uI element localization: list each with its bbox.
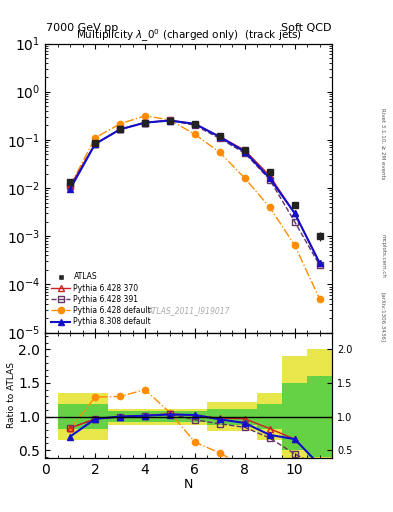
Text: 7000 GeV pp: 7000 GeV pp (46, 23, 118, 33)
Text: ATLAS_2011_I919017: ATLAS_2011_I919017 (147, 306, 230, 315)
Text: Soft QCD: Soft QCD (281, 23, 331, 33)
X-axis label: N: N (184, 479, 193, 492)
Text: mcplots.cern.ch: mcplots.cern.ch (381, 234, 386, 278)
Legend: ATLAS, Pythia 6.428 370, Pythia 6.428 391, Pythia 6.428 default, Pythia 8.308 de: ATLAS, Pythia 6.428 370, Pythia 6.428 39… (49, 270, 154, 329)
Text: [arXiv:1306.3436]: [arXiv:1306.3436] (381, 292, 386, 343)
Title: Multiplicity $\lambda\_0^0$ (charged only)  (track jets): Multiplicity $\lambda\_0^0$ (charged onl… (75, 27, 302, 44)
Text: Rivet 3.1.10, ≥ 2M events: Rivet 3.1.10, ≥ 2M events (381, 108, 386, 179)
Y-axis label: Ratio to ATLAS: Ratio to ATLAS (7, 362, 16, 429)
